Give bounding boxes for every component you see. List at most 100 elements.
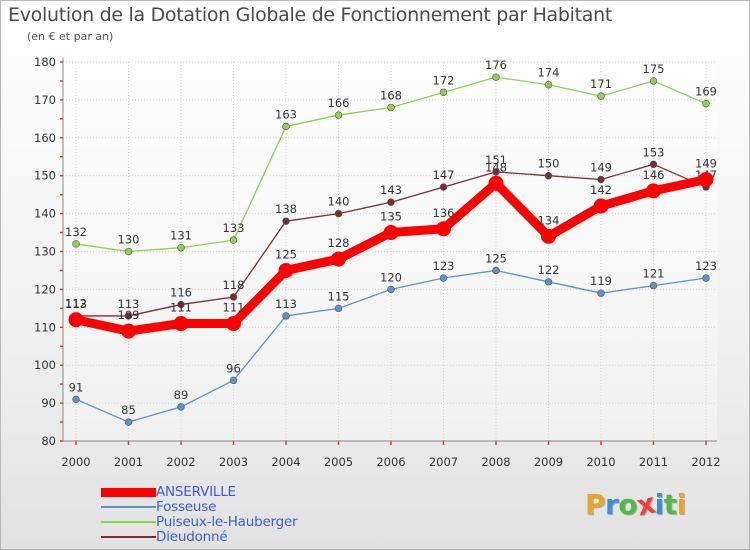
data-label-puiseux-le-hauberger-2009: 174 (538, 66, 560, 80)
data-point-fosseuse-2008 (492, 266, 500, 275)
legend-swatch-anserville (101, 487, 156, 497)
data-label-puiseux-le-hauberger-2010: 171 (590, 77, 612, 91)
data-point-dieudonn--2011 (649, 160, 658, 169)
data-label-dieudonn--2009: 150 (538, 157, 560, 171)
data-point-fosseuse-2007 (439, 274, 448, 282)
data-label-anserville-2008: 148 (485, 160, 507, 174)
legend-item-dieudonn-: Dieudonné (101, 530, 401, 545)
data-label-fosseuse-2005: 115 (328, 289, 350, 303)
data-point-fosseuse-2000 (72, 395, 80, 404)
legend-label-anserville: ANSERVILLE (156, 484, 236, 500)
data-label-puiseux-le-hauberger-2003: 133 (223, 221, 245, 235)
data-label-fosseuse-2008: 125 (485, 251, 507, 265)
data-point-anserville-2001 (121, 323, 136, 339)
x-tick-label-2009: 2009 (534, 455, 563, 469)
data-label-fosseuse-2002: 89 (174, 388, 189, 402)
proxiti-logo: Proxiti (585, 486, 686, 523)
legend-label-fosseuse: Fosseuse (156, 499, 217, 515)
data-label-puiseux-le-hauberger-2007: 172 (433, 73, 455, 87)
data-label-anserville-2009: 134 (538, 213, 560, 227)
data-point-dieudonn--2008 (492, 168, 500, 176)
data-label-fosseuse-2012: 123 (695, 259, 717, 273)
data-point-dieudonn--2007 (439, 183, 448, 191)
data-point-fosseuse-2002 (177, 403, 185, 411)
data-label-puiseux-le-hauberger-2000: 132 (65, 225, 87, 239)
data-label-puiseux-le-hauberger-2002: 131 (170, 229, 192, 243)
data-label-anserville-2011: 146 (643, 168, 665, 182)
legend-item-fosseuse: Fosseuse (101, 500, 401, 515)
data-point-anserville-2004 (278, 262, 294, 278)
data-point-puiseux-le-hauberger-2008 (492, 73, 500, 81)
data-label-anserville-2001: 109 (118, 308, 140, 322)
data-point-puiseux-le-hauberger-2005 (334, 111, 343, 119)
data-label-fosseuse-2009: 122 (538, 263, 560, 277)
legend-label-puiseux-le-hauberger: Puiseux-le-Hauberger (156, 514, 298, 530)
data-point-fosseuse-2006 (387, 285, 395, 294)
data-point-puiseux-le-hauberger-2009 (544, 81, 553, 89)
data-label-fosseuse-2010: 119 (590, 274, 612, 288)
data-label-puiseux-le-hauberger-2012: 169 (695, 85, 717, 99)
y-tick-label-100: 100 (34, 358, 56, 372)
data-point-anserville-2005 (331, 251, 346, 267)
data-point-puiseux-le-hauberger-2002 (177, 244, 185, 252)
data-point-anserville-2008 (488, 175, 504, 191)
data-label-fosseuse-2011: 121 (643, 267, 665, 281)
data-point-anserville-2003 (226, 316, 241, 332)
data-label-puiseux-le-hauberger-2004: 163 (275, 107, 297, 121)
data-point-anserville-2000 (68, 312, 84, 328)
data-point-puiseux-le-hauberger-2006 (387, 103, 395, 112)
data-point-puiseux-le-hauberger-2007 (439, 88, 448, 97)
data-label-puiseux-le-hauberger-2011: 175 (643, 62, 665, 76)
data-label-dieudonn--2011: 153 (643, 145, 665, 159)
data-point-anserville-2012 (698, 171, 714, 187)
legend: ANSERVILLE Fosseuse Puiseux-le-Hauberger Di… (101, 485, 401, 545)
y-tick-label-140: 140 (34, 207, 56, 221)
data-label-anserville-2003: 111 (223, 301, 245, 315)
data-point-anserville-2009 (541, 228, 556, 244)
y-tick-label-90: 90 (41, 396, 56, 410)
data-point-dieudonn--2001 (124, 312, 133, 320)
x-tick-label-2005: 2005 (324, 455, 353, 469)
data-point-fosseuse-2004 (282, 312, 290, 320)
legend-swatch-puiseux-le-hauberger (101, 521, 156, 523)
data-point-fosseuse-2011 (649, 281, 658, 290)
data-point-dieudonn--2005 (334, 209, 343, 218)
data-point-puiseux-le-hauberger-2011 (649, 77, 658, 85)
data-label-puiseux-le-hauberger-2008: 176 (485, 58, 507, 72)
data-label-anserville-2002: 111 (170, 301, 192, 315)
data-label-dieudonn--2003: 118 (223, 278, 245, 292)
data-label-fosseuse-2003: 96 (226, 361, 241, 375)
x-tick-label-2010: 2010 (586, 455, 615, 469)
y-tick-label-80: 80 (41, 434, 56, 448)
data-point-puiseux-le-hauberger-2012 (702, 99, 710, 108)
data-label-anserville-2000: 112 (65, 297, 87, 311)
data-point-fosseuse-2001 (124, 418, 133, 426)
data-point-dieudonn--2004 (282, 217, 290, 225)
data-point-fosseuse-2012 (702, 274, 710, 282)
legend-label-dieudonn-: Dieudonné (156, 529, 228, 545)
data-label-dieudonn--2007: 147 (433, 168, 455, 182)
data-label-fosseuse-2000: 91 (69, 380, 84, 394)
data-label-puiseux-le-hauberger-2005: 166 (328, 96, 350, 110)
x-tick-label-2002: 2002 (166, 455, 195, 469)
data-label-anserville-2007: 136 (433, 206, 455, 220)
data-point-anserville-2002 (173, 316, 189, 332)
data-label-anserville-2012: 149 (695, 156, 717, 170)
data-label-fosseuse-2006: 120 (380, 270, 402, 284)
y-tick-label-170: 170 (34, 93, 56, 107)
x-tick-label-2001: 2001 (114, 455, 143, 469)
data-point-anserville-2011 (646, 183, 661, 199)
data-point-dieudonn--2003 (229, 293, 238, 301)
x-tick-label-2008: 2008 (481, 455, 510, 469)
x-tick-label-2007: 2007 (429, 455, 458, 469)
legend-item-anserville: ANSERVILLE (101, 485, 401, 500)
legend-swatch-fosseuse (101, 506, 156, 508)
data-label-anserville-2006: 135 (380, 210, 402, 224)
data-label-dieudonn--2005: 140 (328, 195, 350, 209)
data-point-dieudonn--2009 (544, 172, 553, 180)
legend-item-puiseux-le-hauberger: Puiseux-le-Hauberger (101, 515, 401, 530)
data-label-dieudonn--2001: 113 (118, 297, 140, 311)
data-label-dieudonn--2000: 113 (65, 297, 87, 311)
data-point-anserville-2007 (436, 221, 451, 237)
x-tick-label-2004: 2004 (271, 455, 300, 469)
